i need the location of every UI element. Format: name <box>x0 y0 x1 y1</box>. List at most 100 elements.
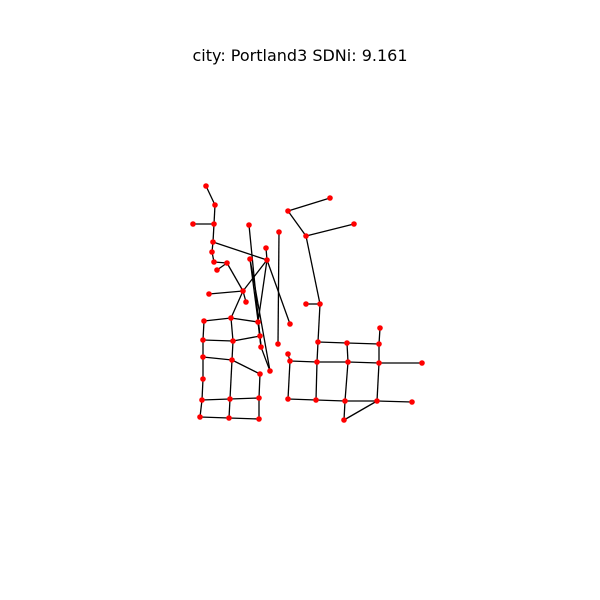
graph-node <box>285 396 291 402</box>
graph-edge <box>231 359 261 375</box>
graph-edge <box>316 341 319 363</box>
graph-node <box>287 321 293 327</box>
graph-node <box>209 249 215 255</box>
graph-node <box>327 195 333 201</box>
graph-node <box>317 301 323 307</box>
graph-edge <box>229 397 260 400</box>
graph-edge <box>277 231 280 345</box>
graph-node <box>345 359 351 365</box>
graph-edge <box>231 340 234 361</box>
figure-title: city: Portland3 SDNi: 9.161 <box>192 46 408 65</box>
graph-edge <box>230 290 244 319</box>
graph-edge <box>347 361 380 364</box>
graph-edge <box>317 341 348 344</box>
graph-node <box>214 267 220 273</box>
graph-edge <box>228 417 260 420</box>
graph-edge <box>376 400 413 403</box>
graph-node <box>342 398 348 404</box>
graph-edge <box>212 241 268 261</box>
graph-node <box>257 333 263 339</box>
graph-edge <box>205 185 216 206</box>
graph-node <box>256 395 262 401</box>
graph-node <box>230 338 236 344</box>
graph-node <box>341 417 347 423</box>
graph-edge <box>249 258 271 372</box>
graph-node <box>256 416 262 422</box>
graph-node <box>197 414 203 420</box>
graph-edge <box>201 378 204 401</box>
graph-node <box>206 291 212 297</box>
graph-node <box>258 344 264 350</box>
graph-node <box>200 354 206 360</box>
graph-node <box>376 360 382 366</box>
graph-node <box>374 398 380 404</box>
graph-node <box>212 202 218 208</box>
graph-node <box>276 229 282 235</box>
graph-node <box>313 397 319 403</box>
graph-edge <box>242 259 268 292</box>
graph-node <box>224 260 230 266</box>
graph-edge <box>226 262 244 292</box>
graph-node <box>351 221 357 227</box>
graph-edge <box>287 398 317 401</box>
graph-node <box>211 221 217 227</box>
graph-node <box>226 415 232 421</box>
graph-edge <box>203 317 232 322</box>
graph-node <box>227 396 233 402</box>
graph-node <box>376 341 382 347</box>
graph-edge <box>213 204 216 225</box>
graph-node <box>285 351 291 357</box>
graph-edge <box>201 398 231 401</box>
graph-edge <box>228 398 231 419</box>
graph-edge <box>199 416 230 419</box>
graph-node <box>240 288 246 294</box>
graph-node <box>419 360 425 366</box>
graph-edge <box>346 342 349 363</box>
graph-edge <box>232 335 261 342</box>
graph-edge <box>199 399 203 418</box>
graph-node <box>200 376 206 382</box>
graph-node <box>263 245 269 251</box>
graph-node <box>247 256 253 262</box>
graph-edge <box>212 223 215 243</box>
graph-node <box>257 371 263 377</box>
graph-edge <box>202 339 234 342</box>
graph-node <box>203 183 209 189</box>
graph-node <box>201 318 207 324</box>
graph-edge <box>202 356 233 361</box>
graph-node <box>287 358 293 364</box>
graph-edge <box>376 362 380 402</box>
graph-edge <box>315 361 318 401</box>
graph-node <box>243 299 249 305</box>
graph-node <box>211 259 217 265</box>
graph-edge <box>287 210 307 237</box>
graph-edge <box>305 223 355 237</box>
graph-edge <box>229 359 233 400</box>
graph-node <box>199 397 205 403</box>
graph-edge <box>344 361 349 402</box>
graph-node <box>285 208 291 214</box>
graph-edge <box>343 400 378 421</box>
graph-node <box>344 340 350 346</box>
graph-edge <box>315 399 346 402</box>
graph-node <box>229 357 235 363</box>
graph-node <box>275 341 281 347</box>
graph-edge <box>208 290 244 295</box>
graph-node <box>377 325 383 331</box>
graph-edge <box>287 360 291 400</box>
graph-edge <box>230 317 234 342</box>
graph-node <box>409 399 415 405</box>
graph-edge <box>258 373 261 399</box>
graph-edge <box>343 400 346 421</box>
graph-edge <box>346 342 380 345</box>
graph-node <box>255 319 261 325</box>
graph-node <box>228 315 234 321</box>
graph-edge <box>305 235 321 305</box>
graph-node <box>303 301 309 307</box>
graph-node <box>200 337 206 343</box>
graph-node <box>190 221 196 227</box>
graph-edge <box>287 197 331 212</box>
graph-edge <box>202 320 205 341</box>
graph-edge <box>260 346 271 372</box>
